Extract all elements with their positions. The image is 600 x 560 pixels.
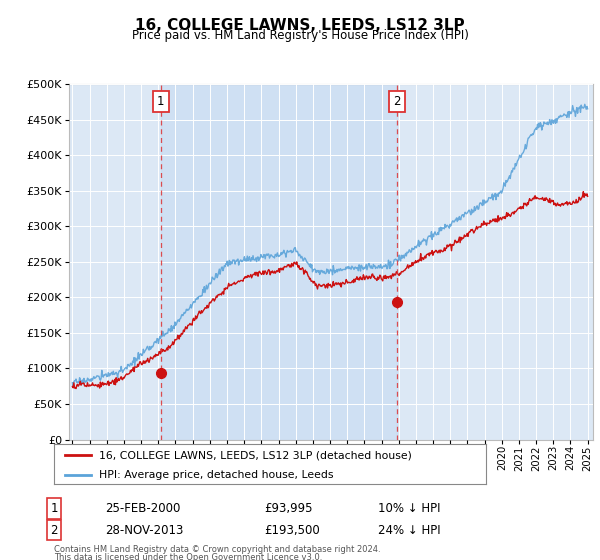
Text: HPI: Average price, detached house, Leeds: HPI: Average price, detached house, Leed… <box>100 470 334 480</box>
Text: Price paid vs. HM Land Registry's House Price Index (HPI): Price paid vs. HM Land Registry's House … <box>131 29 469 42</box>
Text: 24% ↓ HPI: 24% ↓ HPI <box>378 524 440 537</box>
Text: 1: 1 <box>157 95 164 108</box>
Bar <box>161 84 397 440</box>
Text: 10% ↓ HPI: 10% ↓ HPI <box>378 502 440 515</box>
Text: This data is licensed under the Open Government Licence v3.0.: This data is licensed under the Open Gov… <box>54 553 322 560</box>
Text: 16, COLLEGE LAWNS, LEEDS, LS12 3LP: 16, COLLEGE LAWNS, LEEDS, LS12 3LP <box>135 18 465 33</box>
Text: 2: 2 <box>394 95 401 108</box>
Text: Contains HM Land Registry data © Crown copyright and database right 2024.: Contains HM Land Registry data © Crown c… <box>54 545 380 554</box>
Text: 28-NOV-2013: 28-NOV-2013 <box>105 524 184 537</box>
Text: 16, COLLEGE LAWNS, LEEDS, LS12 3LP (detached house): 16, COLLEGE LAWNS, LEEDS, LS12 3LP (deta… <box>100 450 412 460</box>
Text: 1: 1 <box>50 502 58 515</box>
Text: 25-FEB-2000: 25-FEB-2000 <box>105 502 181 515</box>
Text: 2: 2 <box>50 524 58 537</box>
Text: £193,500: £193,500 <box>264 524 320 537</box>
Text: £93,995: £93,995 <box>264 502 313 515</box>
